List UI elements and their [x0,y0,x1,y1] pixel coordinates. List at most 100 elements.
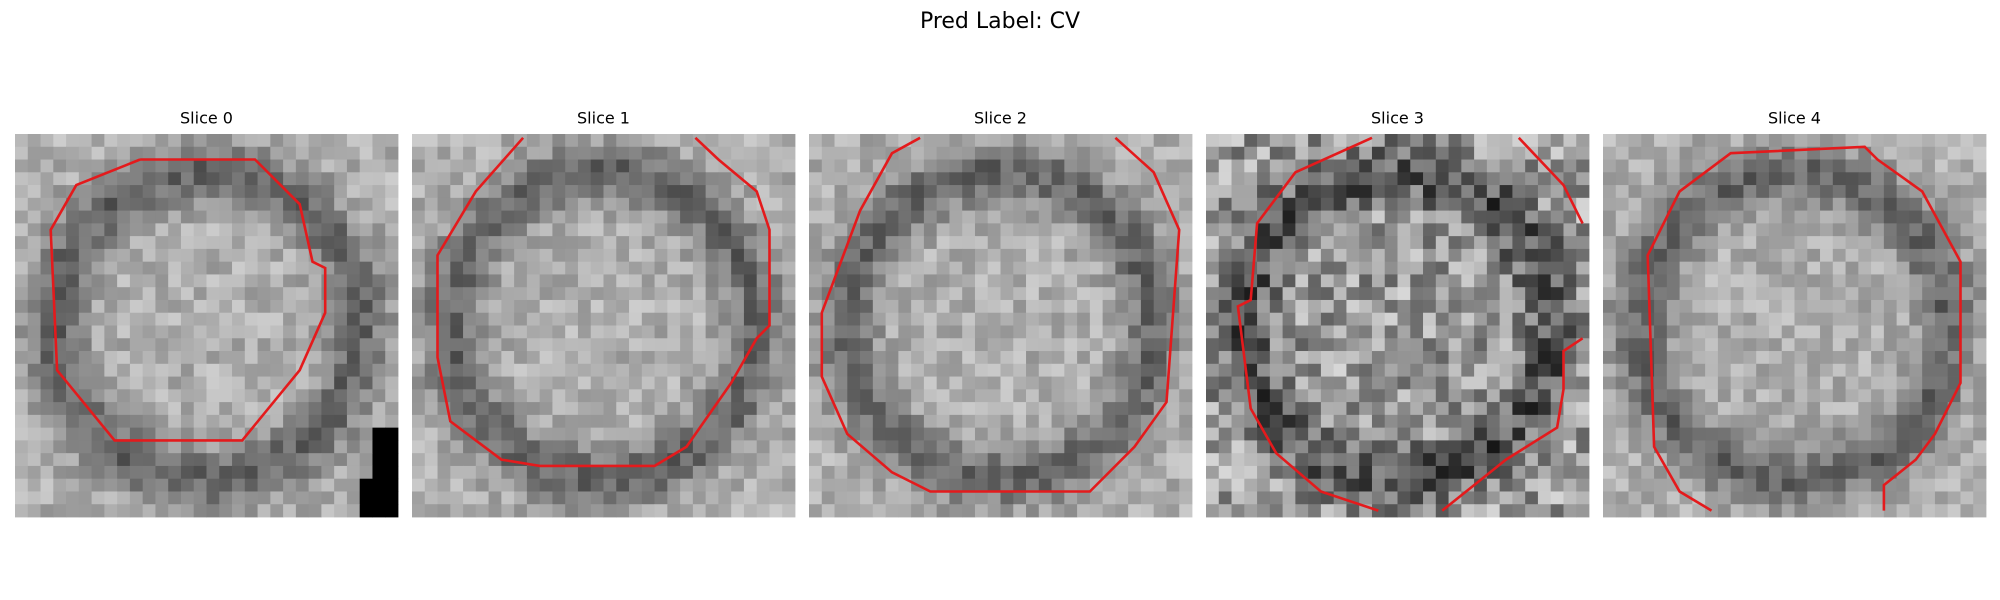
pixel [565,465,579,480]
pixel [1128,414,1142,429]
pixel [1333,197,1347,211]
pixel [1320,185,1335,199]
pixel [295,312,310,326]
pixel [1871,312,1885,326]
pixel [1820,172,1834,186]
pixel [1128,185,1142,199]
pixel [66,453,80,467]
pixel [15,478,29,492]
pixel [1435,389,1449,403]
pixel [1730,210,1744,224]
pixel [911,440,925,454]
pixel [1320,210,1335,224]
pixel [936,312,950,326]
pixel [731,504,745,518]
pixel [565,414,579,429]
pixel [809,287,823,301]
pixel [1218,351,1232,365]
pixel [1102,274,1116,288]
pixel [27,197,41,211]
pixel [1512,465,1526,480]
pixel [974,504,989,518]
pixel [769,465,783,480]
pixel [1909,146,1923,160]
pixel [1423,453,1437,467]
pixel [731,210,745,224]
pixel [40,312,54,326]
pixel [692,389,707,403]
pixel [641,299,655,314]
pixel [680,504,694,518]
pixel [718,299,732,314]
pixel [1218,185,1232,199]
pixel [232,261,246,275]
pixel [1525,159,1539,173]
pixel [1871,274,1885,288]
pixel [1153,351,1167,365]
pixel [1077,376,1091,390]
pixel [1922,210,1936,224]
pixel [1679,134,1693,148]
pixel [219,427,233,441]
pixel [1922,223,1936,237]
pixel [1397,389,1411,403]
panel-title: Slice 3 [1371,109,1424,128]
pixel [1512,338,1526,352]
pixel [1397,427,1411,441]
pixel [1384,146,1398,160]
pixel [1909,287,1923,301]
pixel [91,402,105,416]
pixel [1807,402,1821,416]
pixel [1115,223,1129,237]
pixel [680,312,694,326]
pixel [1947,478,1961,492]
pixel [78,376,92,390]
pixel [1794,427,1808,441]
pixel [1820,223,1834,237]
pixel [898,172,912,186]
pixel [1628,287,1642,301]
pixel [1384,338,1398,352]
pixel [129,312,144,326]
pixel [1960,491,1974,505]
pixel [1206,274,1220,288]
pixel [847,363,861,377]
pixel [321,236,335,250]
pixel [1960,440,1974,454]
pixel [1871,363,1885,377]
pixel [1000,376,1014,390]
pixel [809,197,823,211]
pixel [1512,134,1526,148]
pixel [680,287,694,301]
pixel [40,351,54,365]
pixel [1013,261,1027,275]
pixel [1320,287,1335,301]
pixel [1371,299,1386,314]
pixel [295,248,310,263]
pixel [1038,504,1052,518]
pixel [1308,402,1322,416]
pixel [1486,351,1501,365]
pixel [1474,223,1488,237]
pixel [1615,274,1629,288]
pixel [809,312,823,326]
pixel [821,402,835,416]
contour [49,158,327,442]
pixel [1512,159,1526,173]
pixel [667,402,681,416]
pixel [743,478,758,492]
pixel [1820,453,1834,467]
pixel [219,146,233,160]
pixel [15,427,29,441]
pixel [359,491,373,505]
pixel [1845,185,1859,199]
pixel [1026,236,1040,250]
pixel [667,427,681,441]
pixel [1179,134,1193,148]
pixel [1269,172,1283,186]
pixel [1512,363,1526,377]
pixel [1654,504,1668,518]
pixel [1166,338,1180,352]
pixel [821,134,835,148]
pixel [667,236,681,250]
